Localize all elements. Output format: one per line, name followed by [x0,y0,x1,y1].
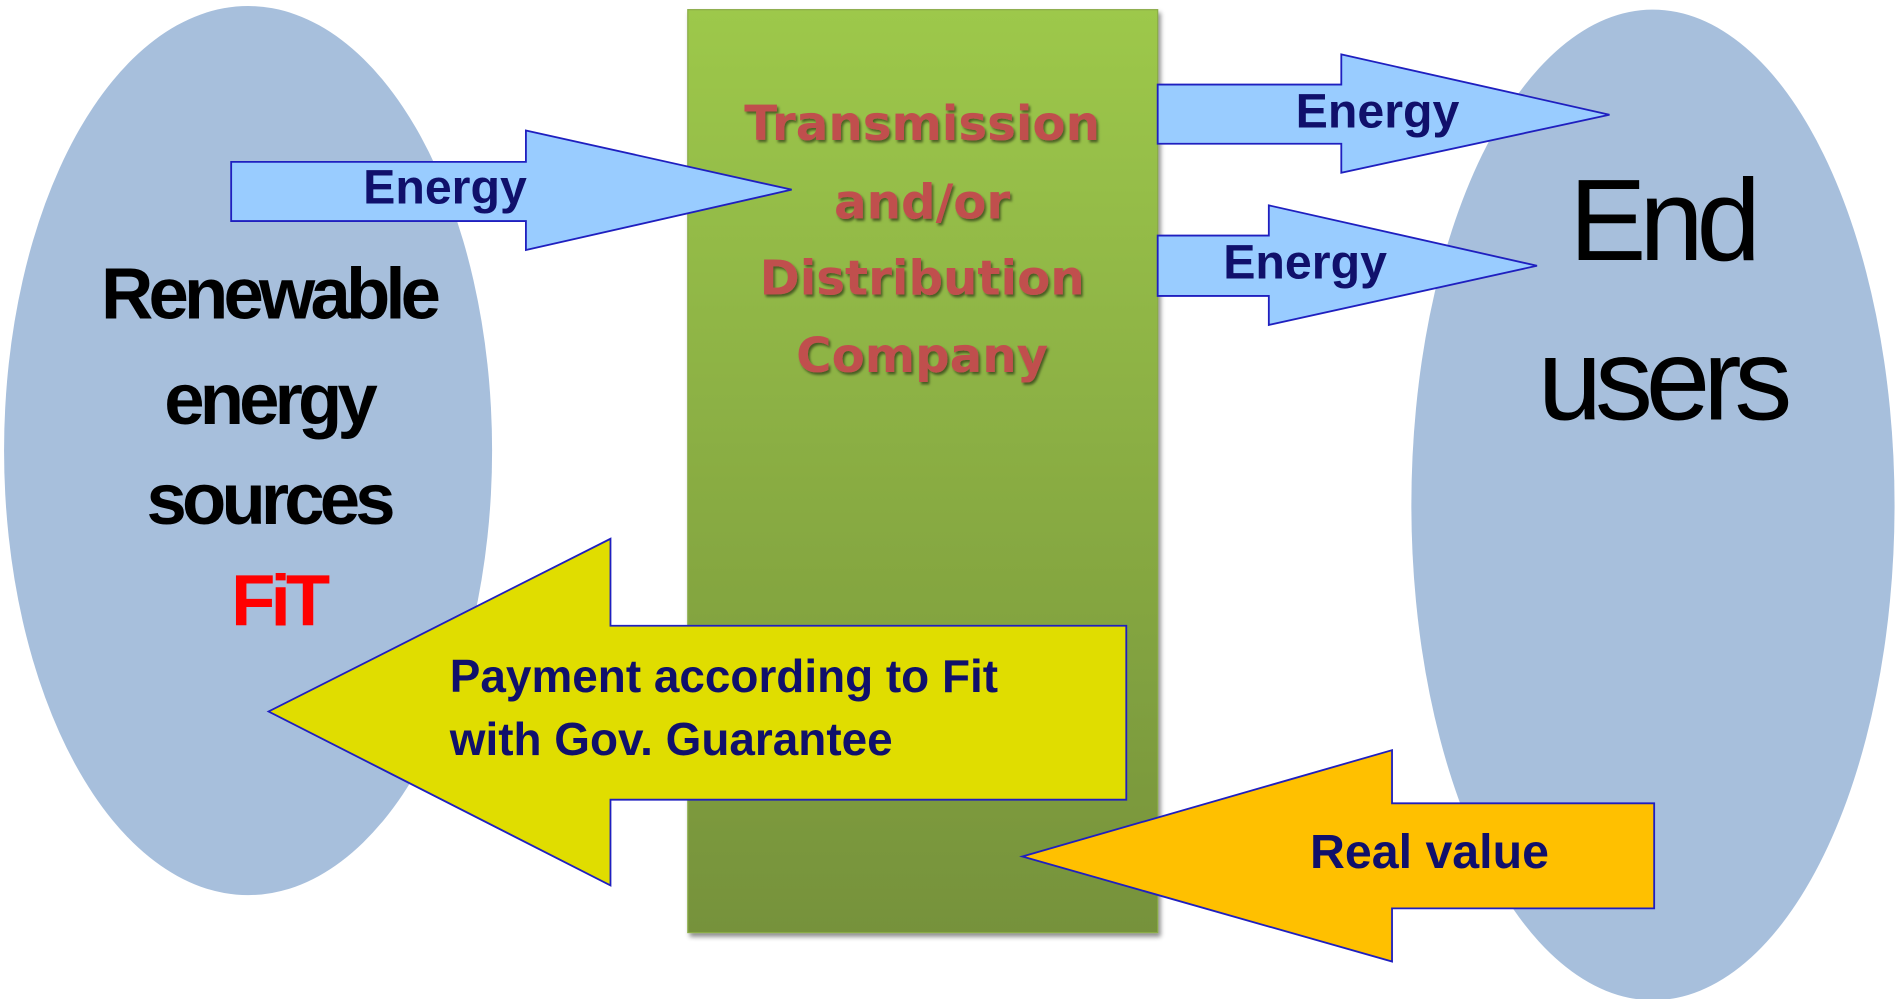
energy-arrow [1156,204,1538,327]
company-label: Transmission [744,96,1100,152]
payment-label: Payment according to Fit [450,650,998,702]
energy-arrow [1156,53,1610,174]
value-arrow [1019,748,1656,963]
users-label: users [1538,315,1789,445]
sources-label: sources [147,459,394,540]
users-label: End [1569,155,1754,285]
sources-label: Renewable [101,254,439,335]
company-label: Company [796,328,1048,384]
value-label: Real value [1310,825,1549,879]
energy-label: Energy [1223,236,1387,290]
energy-label: Energy [363,161,527,215]
payment-label: with Gov. Guarantee [449,713,893,765]
sources-label: energy [164,359,377,440]
users-ellipse [1411,9,1895,999]
fit-label: FiT [231,561,330,642]
payment-arrow [266,537,1128,887]
energy-arrow [230,129,792,252]
energy-label: Energy [1296,85,1460,139]
company-label: Distribution [760,250,1085,306]
company-label: and/or [834,174,1010,230]
